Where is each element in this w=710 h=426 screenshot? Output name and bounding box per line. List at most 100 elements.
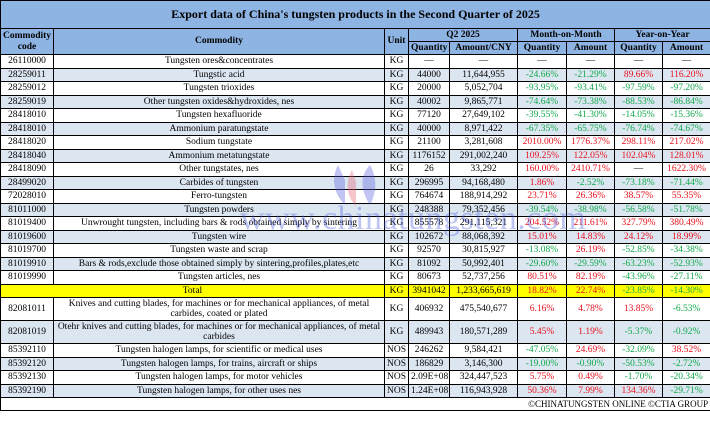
cell-yoy-amt: -27.11% xyxy=(661,270,710,285)
cell-mom-amt: -29.59% xyxy=(566,256,615,271)
cell-mom-amt: — xyxy=(566,54,615,69)
cell-code: 28259011 xyxy=(0,67,54,82)
cell-unit: KG xyxy=(384,189,409,204)
cell-qty: 489943 xyxy=(408,320,450,344)
cell-amount: 8,971,422 xyxy=(449,121,518,136)
cell-code: 26110000 xyxy=(0,54,54,69)
cell-yoy-amt: 128.01% xyxy=(661,148,710,163)
cell-yoy-qty: 102.04% xyxy=(614,148,663,163)
cell-yoy-qty: -14.05% xyxy=(614,108,663,123)
cell-mom-qty: 204.52% xyxy=(517,216,567,231)
table-row: 81019910 Bars & rods,exclude those obtain… xyxy=(0,256,710,271)
cell-code: 82081019 xyxy=(0,320,54,344)
cell-mom-qty: -29.60% xyxy=(517,256,567,271)
cell-mom-amt: 26.36% xyxy=(566,189,615,204)
cell-amount: 324,447,523 xyxy=(449,370,518,385)
cell-unit: KG xyxy=(384,216,409,231)
header-mom-quantity: Quantity xyxy=(517,41,567,55)
cell-amount: 291,002,240 xyxy=(449,148,518,163)
cell-unit: KG xyxy=(384,202,409,217)
cell-name: Carbides of tungsten xyxy=(53,175,385,190)
total-unit: KG xyxy=(384,283,409,298)
cell-yoy-qty: -32.09% xyxy=(614,343,663,358)
cell-yoy-qty: 134.36% xyxy=(614,383,663,398)
header-unit: Unit xyxy=(384,28,409,55)
cell-mom-qty: 80.51% xyxy=(517,270,567,285)
cell-amount: 3,146,300 xyxy=(449,356,518,371)
cell-amount: 27,649,102 xyxy=(449,108,518,123)
cell-code: 28259012 xyxy=(0,81,54,96)
cell-name: Tungsten halogen lamps, for trains, airc… xyxy=(53,356,385,371)
cell-qty: 40002 xyxy=(408,94,450,109)
cell-name: Tungsten powders xyxy=(53,202,385,217)
cell-yoy-amt: — xyxy=(661,54,710,69)
cell-name: Tungsten wire xyxy=(53,229,385,244)
cell-qty: 186829 xyxy=(408,356,450,371)
cell-unit: NOS xyxy=(384,370,409,385)
cell-yoy-amt: 38.52% xyxy=(661,343,710,358)
cell-mom-qty: -13.08% xyxy=(517,243,567,258)
cell-mom-amt: -73.38% xyxy=(566,94,615,109)
header-year-on-year: Year-on-Year xyxy=(613,28,710,42)
cell-qty: 764674 xyxy=(408,189,450,204)
table-title: Export data of China's tungsten products… xyxy=(0,0,710,29)
cell-name: Ammonium paratungstate xyxy=(53,121,385,136)
table-row: 81011000 Tungsten powders KG 248388 79,352,4… xyxy=(0,202,710,217)
cell-amount: 88,068,392 xyxy=(449,229,518,244)
table-row: 28418020 Sodium tungstate KG 21100 3,281,608… xyxy=(0,135,710,150)
cell-yoy-amt: -71.44% xyxy=(661,175,710,190)
cell-qty: 296995 xyxy=(408,175,450,190)
cell-yoy-amt: -20.34% xyxy=(661,370,710,385)
cell-unit: KG xyxy=(384,162,409,177)
cell-qty: 92570 xyxy=(408,243,450,258)
cell-yoy-amt: 116.20% xyxy=(661,67,710,82)
cell-amount: 33,292 xyxy=(449,162,518,177)
cell-mom-qty: -47.05% xyxy=(517,343,567,358)
cell-name: Tungsten trioxides xyxy=(53,81,385,96)
cell-amount: 291,115,321 xyxy=(449,216,518,231)
table-row: 82081011 Knives and cutting blades, for m… xyxy=(0,297,710,321)
cell-yoy-qty: -97.59% xyxy=(614,81,663,96)
cell-qty: 2.09E+08 xyxy=(408,370,450,385)
cell-name: Unwrought tungsten, including bars & rod… xyxy=(53,216,385,231)
cell-mom-qty: -67.35% xyxy=(517,121,567,136)
cell-yoy-amt: -0.92% xyxy=(661,320,710,344)
cell-qty: 21100 xyxy=(408,135,450,150)
cell-qty: 40000 xyxy=(408,121,450,136)
cell-yoy-amt: 55.35% xyxy=(661,189,710,204)
cell-name: Ammonium metatungstate xyxy=(53,148,385,163)
cell-code: 81019600 xyxy=(0,229,54,244)
cell-name: Tungstic acid xyxy=(53,67,385,82)
cell-qty: 44000 xyxy=(408,67,450,82)
cell-amount: 9,865,771 xyxy=(449,94,518,109)
header-q2-2025: Q2 2025 xyxy=(408,28,518,42)
cell-mom-amt: 14.83% xyxy=(566,229,615,244)
cell-qty: 246262 xyxy=(408,343,450,358)
cell-unit: KG xyxy=(384,320,409,344)
cell-mom-qty: 160.00% xyxy=(517,162,567,177)
cell-amount: 116,943,928 xyxy=(449,383,518,398)
cell-name: Tungsten halogen lamps, for scientific o… xyxy=(53,343,385,358)
cell-mom-qty: 23.71% xyxy=(517,189,567,204)
cell-yoy-qty: 298.11% xyxy=(614,135,663,150)
export-data-table: Export data of China's tungsten products… xyxy=(0,0,710,411)
cell-name: Bars & rods,exclude those obtained simpl… xyxy=(53,256,385,271)
cell-name: Tungsten halogen lamps, for other uses n… xyxy=(53,383,385,398)
cell-code: 85392190 xyxy=(0,383,54,398)
cell-mom-amt: 2410.71% xyxy=(566,162,615,177)
header-yoy-quantity: Quantity xyxy=(614,41,663,55)
cell-unit: NOS xyxy=(384,356,409,371)
cell-yoy-amt: 217.02% xyxy=(661,135,710,150)
total-mom-qty: 18.82% xyxy=(517,283,567,298)
cell-unit: KG xyxy=(384,135,409,150)
cell-yoy-amt: -86.84% xyxy=(661,94,710,109)
cell-amount: 180,571,289 xyxy=(449,320,518,344)
cell-mom-qty: 5.75% xyxy=(517,370,567,385)
total-yoy-amt: -14.30% xyxy=(661,283,710,298)
cell-mom-amt: 24.69% xyxy=(566,343,615,358)
cell-code: 28418010 xyxy=(0,108,54,123)
cell-yoy-qty: -88.53% xyxy=(614,94,663,109)
cell-code: 28259019 xyxy=(0,94,54,109)
cell-qty: 20000 xyxy=(408,81,450,96)
header-yoy-amount: Amount xyxy=(661,41,710,55)
